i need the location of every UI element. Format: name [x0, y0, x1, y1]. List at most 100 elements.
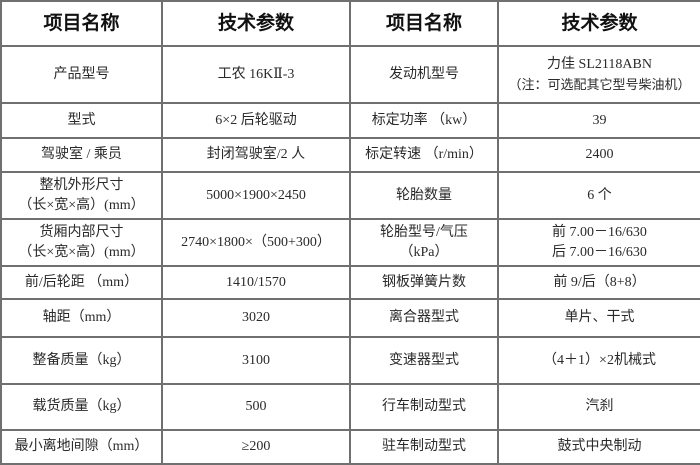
cell-text: 2740×1800×（500+300） [181, 234, 331, 250]
cell-text: 6×2 后轮驱动 [215, 112, 297, 128]
param-value-cell: 6×2 后轮驱动 [161, 102, 351, 139]
table-header-row: 项目名称 技术参数 项目名称 技术参数 [0, 0, 700, 47]
cell-text: 钢板弹簧片数 [382, 274, 466, 290]
param-value-cell: 工农 16KⅡ-3 [161, 45, 351, 104]
param-value-cell: 1410/1570 [161, 265, 351, 300]
cell-text: 鼓式中央制动 [557, 439, 642, 454]
item-name-cell: 驾驶室 / 乘员 [0, 137, 163, 173]
cell-text: 3100 [242, 352, 270, 368]
item-name-cell: 驻车制动型式 [349, 429, 499, 465]
item-name-cell: 货厢内部尺寸 （长×宽×高）(mm） [0, 218, 163, 267]
cell-text: （注：可选配其它型号柴油机） [508, 76, 691, 92]
item-name-cell: 前/后轮距 （mm） [0, 265, 163, 300]
cell-text: 离合器型式 [389, 310, 459, 325]
param-value-cell: 3100 [161, 336, 351, 385]
param-value-cell: 力佳 SL2118ABN （注：可选配其它型号柴油机） [497, 45, 700, 104]
item-name-cell: 轴距（mm） [0, 298, 163, 338]
cell-text: 前 7.00－16/630 [552, 224, 647, 240]
cell-text: 汽刹 [585, 399, 614, 414]
cell-text: 产品型号 [53, 66, 110, 82]
item-name-cell: 载货质量（kg） [0, 383, 163, 431]
cell-text: 前/后轮距 （mm） [24, 274, 139, 290]
cell-text: 工农 16KⅡ-3 [217, 66, 295, 82]
param-value-cell: 2400 [497, 137, 700, 173]
table-row: 驾驶室 / 乘员 封闭驾驶室/2 人 标定转速 （r/min） 2400 [0, 137, 700, 173]
item-name-cell: 最小离地间隙（mm） [0, 429, 163, 465]
table-row: 整机外形尺寸 （长×宽×高）(mm） 5000×1900×2450 轮胎数量 6 个 [0, 171, 700, 220]
table-row: 最小离地间隙（mm） ≥200 驻车制动型式 鼓式中央制动 [0, 429, 700, 465]
item-name-cell: 轮胎型号/气压 （kPa） [349, 218, 499, 267]
cell-text: 前 9/后（8+8） [553, 274, 646, 290]
param-value-cell: ≥200 [161, 429, 351, 465]
param-value-cell: 500 [161, 383, 351, 431]
cell-text: 单片、干式 [564, 310, 635, 325]
cell-text: 6 个 [587, 187, 612, 203]
cell-text: 5000×1900×2450 [206, 187, 306, 203]
item-name-cell: 钢板弹簧片数 [349, 265, 499, 300]
item-name-cell: 发动机型号 [349, 45, 499, 104]
cell-text: 整机外形尺寸 [39, 177, 124, 193]
table-row: 前/后轮距 （mm） 1410/1570 钢板弹簧片数 前 9/后（8+8） [0, 265, 700, 300]
cell-text: 型式 [67, 112, 96, 128]
cell-text: 驻车制动型式 [382, 439, 466, 454]
item-name-cell: 标定功率 （kw） [349, 102, 499, 139]
param-value-cell: （4＋1）×2机械式 [497, 336, 700, 385]
param-value-cell: 3020 [161, 298, 351, 338]
table-row: 轴距（mm） 3020 离合器型式 单片、干式 [0, 298, 700, 338]
header-tech-param: 技术参数 [161, 0, 351, 47]
param-value-cell: 封闭驾驶室/2 人 [161, 137, 351, 173]
cell-text: 标定转速 （r/min） [365, 147, 483, 162]
cell-text: （长×宽×高）(mm） [18, 197, 145, 213]
cell-text: 货厢内部尺寸 [39, 224, 124, 240]
item-name-cell: 整机外形尺寸 （长×宽×高）(mm） [0, 171, 163, 220]
header-tech-param: 技术参数 [497, 0, 700, 47]
cell-text: ≥200 [241, 439, 271, 454]
param-value-cell: 5000×1900×2450 [161, 171, 351, 220]
cell-text: 500 [245, 399, 267, 414]
cell-text: 3020 [242, 310, 270, 325]
item-name-cell: 产品型号 [0, 45, 163, 104]
cell-text: 力佳 SL2118ABN [547, 56, 652, 72]
param-value-cell: 2740×1800×（500+300） [161, 218, 351, 267]
item-name-cell: 变速器型式 [349, 336, 499, 385]
item-name-cell: 标定转速 （r/min） [349, 137, 499, 173]
table-row: 产品型号 工农 16KⅡ-3 发动机型号 力佳 SL2118ABN （注：可选配其它型号… [0, 45, 700, 104]
item-name-cell: 型式 [0, 102, 163, 139]
header-item-name: 项目名称 [349, 0, 499, 47]
cell-text: 2400 [585, 147, 614, 162]
item-name-cell: 离合器型式 [349, 298, 499, 338]
cell-text: 标定功率 （kw） [371, 112, 477, 128]
param-value-cell: 前 9/后（8+8） [497, 265, 700, 300]
cell-text: （kPa） [399, 244, 449, 260]
cell-text: 发动机型号 [389, 66, 459, 82]
cell-text: 载货质量（kg） [32, 399, 131, 414]
cell-text: 最小离地间隙（mm） [14, 439, 149, 454]
param-value-cell: 前 7.00－16/630 后 7.00－16/630 [497, 218, 700, 267]
item-name-cell: 行车制动型式 [349, 383, 499, 431]
cell-text: 后 7.00－16/630 [552, 244, 647, 260]
param-value-cell: 6 个 [497, 171, 700, 220]
param-value-cell: 鼓式中央制动 [497, 429, 700, 465]
table-row: 整备质量（kg） 3100 变速器型式 （4＋1）×2机械式 [0, 336, 700, 385]
table-row: 载货质量（kg） 500 行车制动型式 汽刹 [0, 383, 700, 431]
header-item-name: 项目名称 [0, 0, 163, 47]
item-name-cell: 整备质量（kg） [0, 336, 163, 385]
cell-text: 整备质量（kg） [32, 352, 131, 368]
cell-text: 变速器型式 [389, 352, 459, 368]
table-row: 型式 6×2 后轮驱动 标定功率 （kw） 39 [0, 102, 700, 139]
cell-text: （4＋1）×2机械式 [543, 352, 656, 368]
cell-text: 39 [592, 112, 607, 128]
cell-text: 轮胎数量 [396, 187, 452, 203]
param-value-cell: 汽刹 [497, 383, 700, 431]
cell-text: 轴距（mm） [42, 310, 121, 325]
cell-text: 驾驶室 / 乘员 [41, 147, 122, 162]
item-name-cell: 轮胎数量 [349, 171, 499, 220]
cell-text: 轮胎型号/气压 [380, 224, 468, 240]
cell-text: 1410/1570 [226, 274, 286, 290]
cell-text: 封闭驾驶室/2 人 [206, 147, 306, 162]
cell-text: 行车制动型式 [382, 399, 466, 414]
param-value-cell: 单片、干式 [497, 298, 700, 338]
cell-text: （长×宽×高）(mm） [18, 244, 145, 260]
table-row: 货厢内部尺寸 （长×宽×高）(mm） 2740×1800×（500+300） 轮胎型号… [0, 218, 700, 267]
